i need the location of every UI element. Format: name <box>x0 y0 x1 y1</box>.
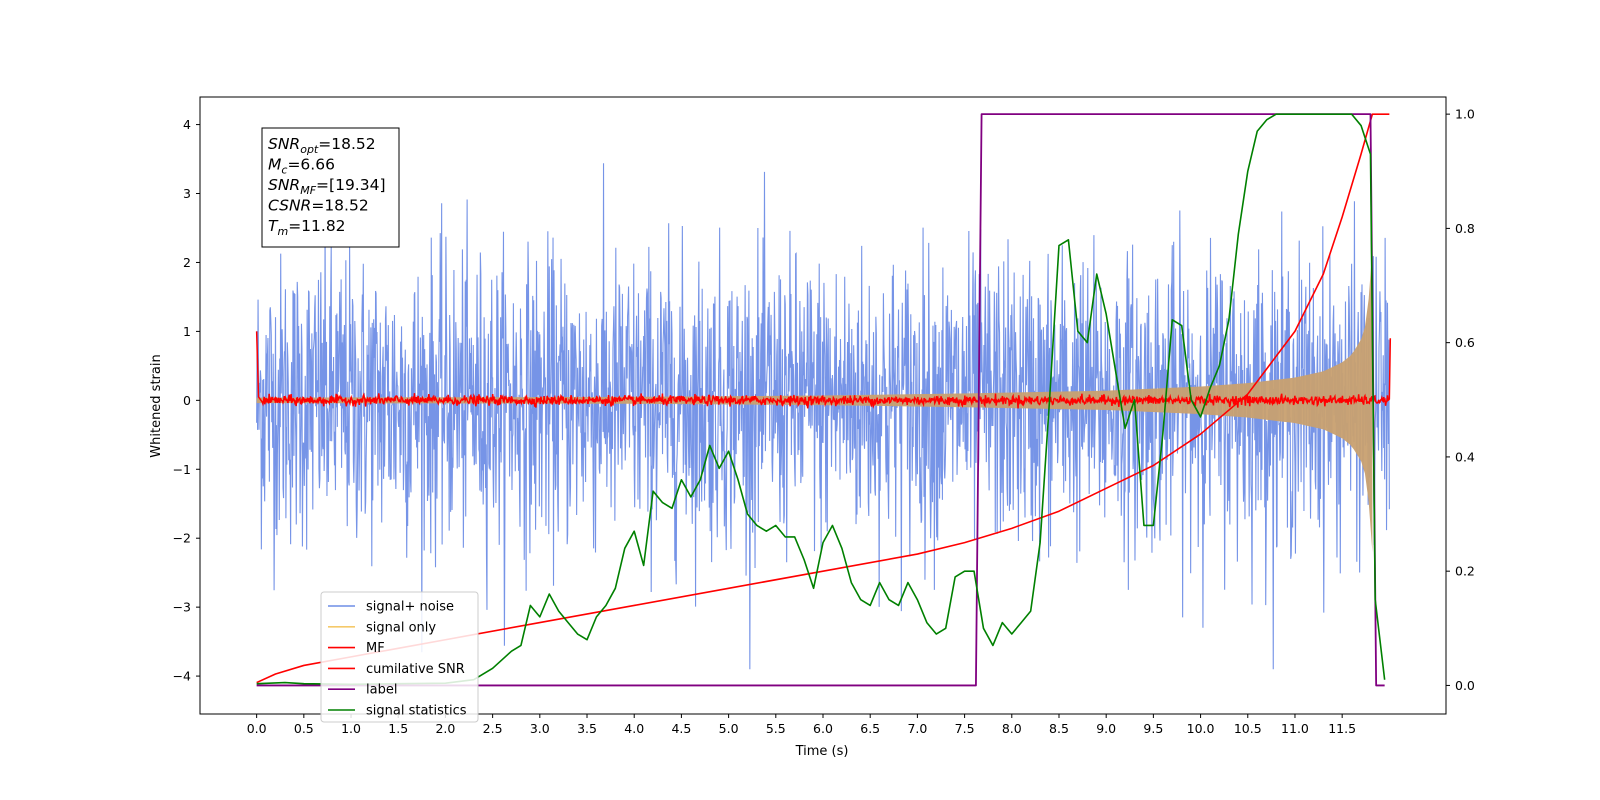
label-line <box>256 113 1385 687</box>
x-tick-label: 11.5 <box>1328 721 1356 736</box>
legend-label: MF <box>366 641 385 656</box>
x-tick-label: 2.5 <box>483 721 503 736</box>
legend: signal+ noise signal only MF cumilative SNR… <box>320 591 479 723</box>
y-axis-label: Whitened strain <box>149 354 164 457</box>
y-right-tick-label: 0.2 <box>1455 564 1475 579</box>
x-tick-label: 1.5 <box>388 721 408 736</box>
x-tick-label: 3.5 <box>577 721 597 736</box>
annotation-line: Tm=11.82 <box>268 217 346 238</box>
legend-entry: cumilative SNR <box>328 662 465 677</box>
signal-plus-noise-series <box>256 163 1390 670</box>
y-left-tick-label: 4 <box>183 117 191 132</box>
x-axis-label: Time (s) <box>795 744 849 759</box>
x-tick-label: 4.0 <box>624 721 644 736</box>
y-left-tick-label: 1 <box>183 324 191 339</box>
legend-label: signal only <box>366 620 436 635</box>
x-tick-label: 7.5 <box>955 721 975 736</box>
annotation-box: SNRopt=18.52Mc=6.66SNRMF=[19.34]CSNR=18.… <box>261 127 400 248</box>
y-right-tick-label: 0.0 <box>1455 678 1475 693</box>
legend-label: signal+ noise <box>366 600 454 615</box>
y-axis-left: −4 −3 −2 −1 0 1 2 3 4 <box>173 117 200 684</box>
x-tick-label: 4.5 <box>671 721 691 736</box>
legend-entry: signal+ noise <box>328 600 454 615</box>
y-left-tick-label: 0 <box>183 393 191 408</box>
legend-entry: MF <box>328 641 385 656</box>
x-tick-label: 6.0 <box>813 721 833 736</box>
x-tick-label: 10.0 <box>1187 721 1215 736</box>
signal-plus-noise-line <box>256 163 1390 670</box>
legend-label: cumilative SNR <box>366 662 465 677</box>
x-tick-label: 8.5 <box>1049 721 1069 736</box>
annotation-line: SNRMF=[19.34] <box>268 176 386 197</box>
legend-entry: label <box>328 683 397 698</box>
x-tick-label: 6.5 <box>860 721 880 736</box>
y-right-tick-label: 0.6 <box>1455 335 1475 350</box>
x-tick-label: 0.5 <box>294 721 314 736</box>
x-tick-label: 3.0 <box>530 721 550 736</box>
x-tick-label: 5.5 <box>766 721 786 736</box>
label-series <box>256 113 1385 687</box>
mf-series <box>255 331 1392 409</box>
annotation-line: CSNR=18.52 <box>268 197 369 215</box>
x-tick-label: 2.0 <box>435 721 455 736</box>
x-axis: 0.0 0.5 1.0 1.5 2.0 2.5 3.0 3.5 4.0 4.5 5.0 5.5 6.0 6… <box>247 714 1356 736</box>
x-tick-label: 7.0 <box>907 721 927 736</box>
y-right-tick-label: 0.4 <box>1455 449 1475 464</box>
y-right-tick-label: 1.0 <box>1455 107 1475 122</box>
x-tick-label: 11.0 <box>1281 721 1309 736</box>
x-tick-label: 9.5 <box>1143 721 1163 736</box>
x-tick-label: 8.0 <box>1002 721 1022 736</box>
signal-statistics-line <box>256 113 1386 686</box>
signal-statistics-series <box>256 113 1386 686</box>
legend-label: label <box>366 683 397 698</box>
annotation-line: Mc=6.66 <box>268 156 335 177</box>
y-left-tick-label: 3 <box>183 186 191 201</box>
x-tick-label: 9.0 <box>1096 721 1116 736</box>
legend-entry: signal only <box>328 620 436 635</box>
annotation-line: SNRopt=18.52 <box>268 135 376 156</box>
y-left-tick-label: 2 <box>183 255 191 270</box>
y-left-tick-label: −3 <box>173 600 191 615</box>
x-tick-label: 5.0 <box>719 721 739 736</box>
y-left-tick-label: −1 <box>173 462 191 477</box>
legend-label: signal statistics <box>366 704 467 719</box>
x-tick-label: 0.0 <box>247 721 267 736</box>
mf-line <box>255 331 1392 409</box>
y-axis-right: 0.0 0.2 0.4 0.6 0.8 1.0 <box>1446 107 1475 693</box>
legend-entry: signal statistics <box>328 704 467 719</box>
y-left-tick-label: −4 <box>173 669 191 684</box>
y-left-tick-label: −2 <box>173 531 191 546</box>
x-tick-label: 10.5 <box>1234 721 1262 736</box>
y-right-tick-label: 0.8 <box>1455 221 1475 236</box>
x-tick-label: 1.0 <box>341 721 361 736</box>
